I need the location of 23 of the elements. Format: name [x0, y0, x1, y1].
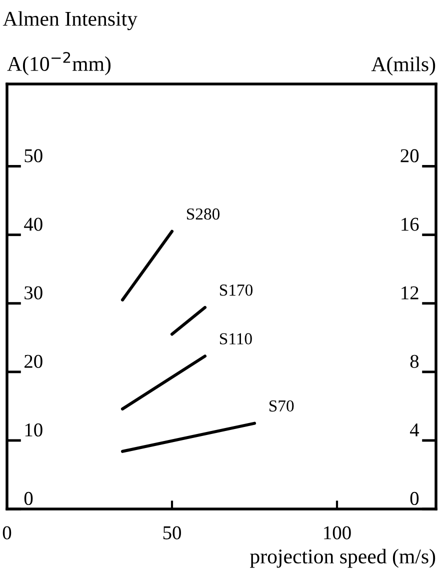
- series-label: S110: [220, 333, 252, 344]
- y2-tick-label: 8: [410, 354, 419, 368]
- y-tick-label: 30: [24, 286, 42, 300]
- y2-tick-label: 4: [410, 424, 420, 436]
- y2-tick-label: 12: [402, 286, 418, 300]
- y2-tick-label: 20: [400, 149, 419, 162]
- y-tick-label: 50: [24, 149, 42, 162]
- series-label: S280: [187, 208, 220, 220]
- x-tick-label: 50: [163, 526, 181, 540]
- x-tick-label: 0: [2, 526, 12, 540]
- series-label: S170: [220, 284, 253, 296]
- chart-title: Almen Intensity: [2, 11, 138, 30]
- y-tick-label: 0: [24, 492, 33, 506]
- y2-axis-title: A(mils): [371, 56, 436, 76]
- y2-tick-label: 16: [402, 218, 419, 231]
- y-tick-label: 20: [24, 354, 42, 368]
- series-label: S70: [270, 400, 294, 412]
- y-tick-label: 40: [24, 218, 42, 231]
- y-tick-label: 10: [25, 423, 42, 436]
- y-axis-title: A(10$^{−2}$mm): [7, 52, 111, 76]
- y2-tick-label: 0: [410, 492, 419, 506]
- x-axis-title: projection speed (m/s): [250, 548, 436, 568]
- x-tick-label: 100: [324, 526, 351, 540]
